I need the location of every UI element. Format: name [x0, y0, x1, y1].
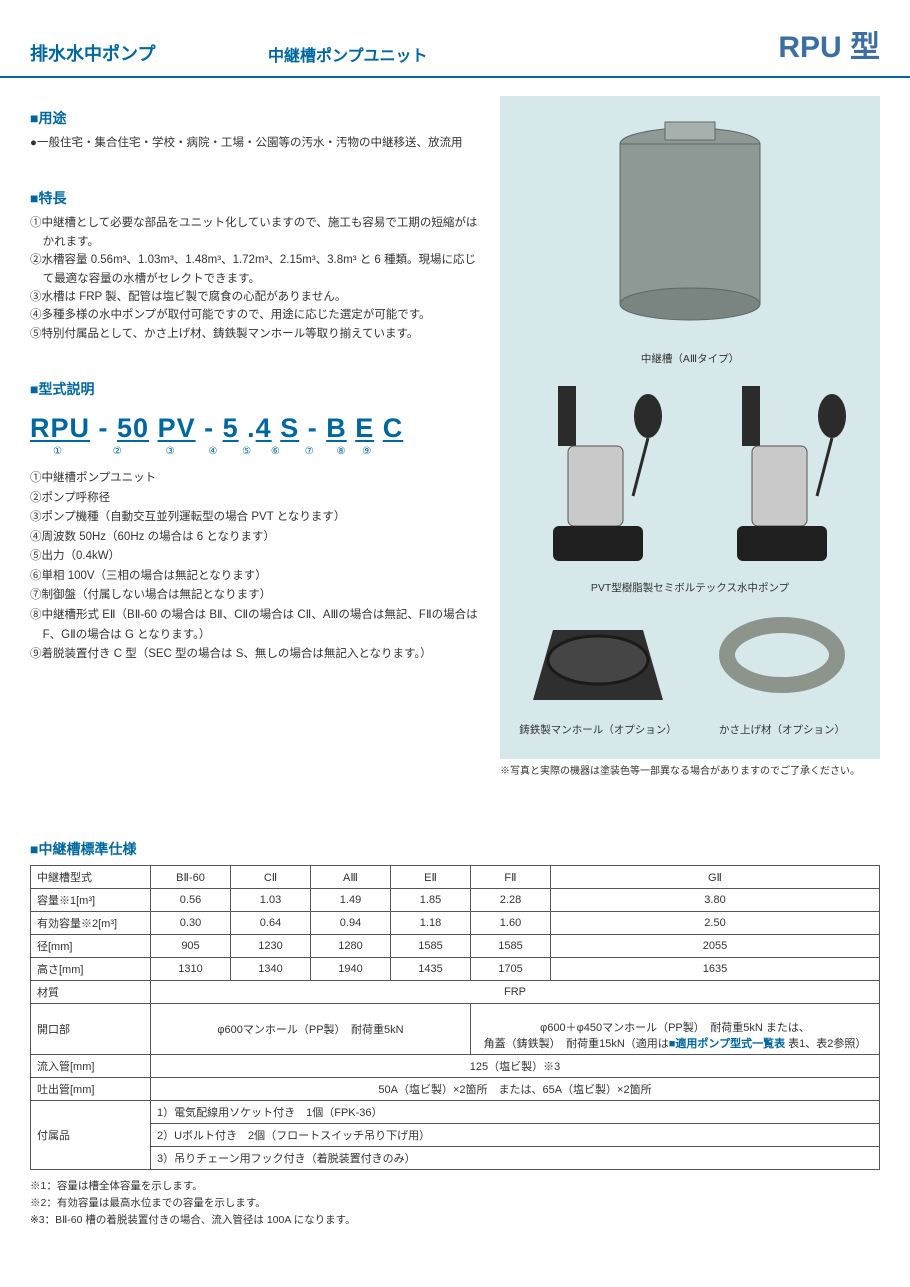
feature-item: ②水槽容量 0.56m³、1.03m³、1.48m³、1.72m³、2.15m³…: [30, 251, 480, 288]
section-usage-title: 用途: [30, 108, 480, 128]
model-code-legend: ①中継槽ポンプユニット ②ポンプ呼称径 ③ポンプ機種（自動交互並列運転型の場合 …: [30, 469, 480, 664]
footnote-item: ※2：有効容量は最高水位までの容量を示します。: [30, 1195, 880, 1212]
image-panel: 中継槽（AⅢタイプ）: [500, 96, 880, 759]
usage-body: 一般住宅・集合住宅・学校・病院・工場・公園等の汚水・汚物の中継移送、放流用: [30, 134, 480, 152]
legend-item: ⑤出力（0.4kW）: [30, 547, 480, 567]
table-row: 中継槽型式 BⅡ-60 CⅡ AⅢ EⅡ FⅡ GⅡ: [31, 866, 880, 889]
model-code-large: RPU 型: [778, 22, 880, 66]
manhole-icon: [523, 605, 673, 715]
spec-table: 中継槽型式 BⅡ-60 CⅡ AⅢ EⅡ FⅡ GⅡ 容量※1[m³] 0.56…: [30, 865, 880, 1170]
table-row: 2）Uボルト付き 2個（フロートスイッチ吊り下げ用）: [31, 1124, 880, 1147]
subtitle: 中継槽ポンプユニット: [230, 42, 778, 66]
legend-item: ⑨着脱装置付き C 型（SEC 型の場合は S、無しの場合は無記入となります。）: [30, 645, 480, 665]
feature-item: ④多種多様の水中ポンプが取付可能ですので、用途に応じた選定が可能です。: [30, 306, 480, 324]
table-row: 容量※1[m³] 0.56 1.03 1.49 1.85 2.28 3.80: [31, 889, 880, 912]
header-bar: 排水水中ポンプ 中継槽ポンプユニット RPU 型: [0, 0, 910, 78]
legend-item: ⑥単相 100V（三相の場合は無記となります）: [30, 567, 480, 587]
tank-caption: 中継槽（AⅢタイプ）: [510, 351, 870, 366]
legend-item: ⑧中継槽形式 EⅡ（BⅡ-60 の場合は BⅡ、CⅡの場合は CⅡ、AⅢの場合は…: [30, 606, 480, 645]
pump-icon: [523, 376, 673, 576]
pump-caption: PVT型樹脂製セミボルテックス水中ポンプ: [510, 580, 870, 595]
legend-item: ④周波数 50Hz（60Hz の場合は 6 となります）: [30, 528, 480, 548]
footnote-item: ※1：容量は槽全体容量を示します。: [30, 1178, 880, 1195]
model-code-numbers: ① ② ③ ④ ⑤ ⑥ ⑦ ⑧ ⑨: [30, 446, 480, 457]
manhole-caption: 鋳鉄製マンホール（オプション）: [510, 722, 686, 737]
legend-item: ③ポンプ機種（自動交互並列運転型の場合 PVT となります）: [30, 508, 480, 528]
feature-item: ⑤特別付属品として、かさ上げ材、鋳鉄製マンホール等取り揃えています。: [30, 325, 480, 343]
legend-item: ②ポンプ呼称径: [30, 489, 480, 509]
left-column: 用途 一般住宅・集合住宅・学校・病院・工場・公園等の汚水・汚物の中継移送、放流用…: [30, 96, 480, 779]
feature-item: ①中継槽として必要な部品をユニット化していますので、施工も容易で工期の短縮がはか…: [30, 214, 480, 251]
opening-right-cell: φ600＋φ450マンホール（PP製） 耐荷重5kN または、 角蓋（鋳鉄製） …: [471, 1004, 880, 1055]
reference-link[interactable]: ■適用ポンプ型式一覧表: [669, 1038, 785, 1050]
tank-icon: [595, 114, 785, 344]
pump-icon: [707, 376, 857, 576]
model-code-string: RPU - 50 PV - 5 .4 S - B E C: [30, 413, 480, 444]
page-body: 用途 一般住宅・集合住宅・学校・病院・工場・公園等の汚水・汚物の中継移送、放流用…: [0, 78, 910, 1258]
table-row: 付属品 1）電気配線用ソケット付き 1個（FPK-36）: [31, 1101, 880, 1124]
feature-item: ③水槽は FRP 製、配管は塩ビ製で腐食の心配がありません。: [30, 288, 480, 306]
right-column: 中継槽（AⅢタイプ）: [500, 96, 880, 779]
footnote-item: ※3：BⅡ-60 槽の着脱装置付きの場合、流入管径は 100A になります。: [30, 1212, 880, 1229]
category: 排水水中ポンプ: [30, 40, 230, 66]
table-row: 開口部 φ600マンホール（PP製） 耐荷重5kN φ600＋φ450マンホール…: [31, 1004, 880, 1055]
section-spec-title: 中継槽標準仕様: [30, 839, 880, 859]
pump-figure: PVT型樹脂製セミボルテックス水中ポンプ: [510, 376, 870, 595]
section-features-title: 特長: [30, 188, 480, 208]
table-row: 流入管[mm] 125（塩ビ製）※3: [31, 1055, 880, 1078]
tank-figure: 中継槽（AⅢタイプ）: [510, 114, 870, 366]
table-row: 3）吊りチェーン用フック付き（着脱装置付きのみ）: [31, 1147, 880, 1170]
table-row: 高さ[mm] 1310 1340 1940 1435 1705 1635: [31, 958, 880, 981]
table-row: 径[mm] 905 1230 1280 1585 1585 2055: [31, 935, 880, 958]
riser-caption: かさ上げ材（オプション）: [694, 722, 870, 737]
legend-item: ①中継槽ポンプユニット: [30, 469, 480, 489]
footnotes: ※1：容量は槽全体容量を示します。 ※2：有効容量は最高水位までの容量を示します…: [30, 1178, 880, 1228]
figure-note: ※写真と実際の機器は塗装色等一部異なる場合がありますのでご了承ください。: [500, 765, 880, 779]
section-model-explain-title: 型式説明: [30, 379, 480, 399]
table-row: 吐出管[mm] 50A（塩ビ製）×2箇所 または、65A（塩ビ製）×2箇所: [31, 1078, 880, 1101]
riser-icon: [712, 605, 852, 715]
legend-item: ⑦制御盤（付属しない場合は無記となります）: [30, 586, 480, 606]
table-row: 有効容量※2[m³] 0.30 0.64 0.94 1.18 1.60 2.50: [31, 912, 880, 935]
features-list: ①中継槽として必要な部品をユニット化していますので、施工も容易で工期の短縮がはか…: [30, 214, 480, 343]
table-row: 材質 FRP: [31, 981, 880, 1004]
